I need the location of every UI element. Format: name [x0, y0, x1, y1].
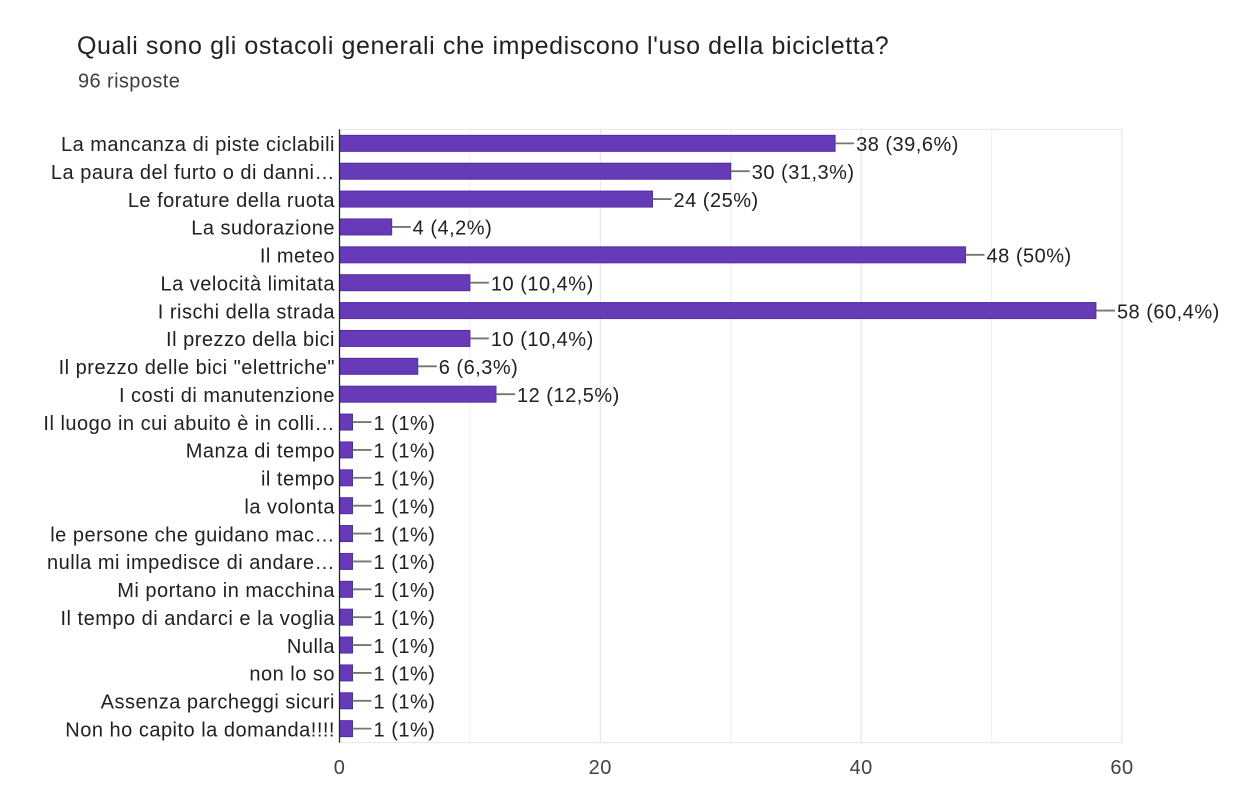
svg-text:24 (25%): 24 (25%) [674, 190, 759, 212]
svg-text:I costi di manutenzione: I costi di manutenzione [119, 385, 335, 407]
svg-text:La mancanza di piste ciclabili: La mancanza di piste ciclabili [61, 134, 335, 156]
svg-text:Non ho capito la domanda!!!!: Non ho capito la domanda!!!! [65, 719, 335, 741]
svg-text:96 risposte: 96 risposte [78, 71, 180, 93]
svg-text:40: 40 [850, 757, 873, 779]
svg-text:Il prezzo della bici: Il prezzo della bici [166, 329, 335, 351]
svg-text:Il luogo in cui abuito è in co: Il luogo in cui abuito è in colli… [43, 413, 335, 435]
svg-text:Il meteo: Il meteo [260, 246, 335, 268]
svg-text:0: 0 [334, 757, 346, 779]
svg-text:La velocità limitata: La velocità limitata [160, 273, 335, 295]
svg-text:Le forature della ruota: Le forature della ruota [128, 190, 336, 212]
svg-text:60: 60 [1110, 757, 1133, 779]
svg-text:1 (1%): 1 (1%) [374, 636, 436, 658]
svg-text:1 (1%): 1 (1%) [374, 524, 436, 546]
svg-text:Il prezzo delle bici "elettric: Il prezzo delle bici "elettriche" [59, 357, 335, 379]
svg-text:nulla mi impedisce di andare…: nulla mi impedisce di andare… [47, 552, 335, 574]
svg-text:la volonta: la volonta [244, 496, 335, 518]
svg-text:10 (10,4%): 10 (10,4%) [491, 329, 594, 351]
svg-text:Nulla: Nulla [287, 636, 335, 658]
svg-text:La paura del furto o di danni…: La paura del furto o di danni… [51, 162, 335, 184]
svg-text:4 (4,2%): 4 (4,2%) [413, 218, 493, 240]
svg-text:1 (1%): 1 (1%) [374, 413, 436, 435]
svg-text:1 (1%): 1 (1%) [374, 552, 436, 574]
svg-text:Mi portano in macchina: Mi portano in macchina [117, 580, 335, 602]
svg-text:10 (10,4%): 10 (10,4%) [491, 273, 594, 295]
svg-text:1 (1%): 1 (1%) [374, 691, 436, 713]
svg-text:1 (1%): 1 (1%) [374, 608, 436, 630]
svg-text:6 (6,3%): 6 (6,3%) [439, 357, 519, 379]
svg-text:il tempo: il tempo [261, 469, 335, 491]
svg-text:Il tempo di andarci e la vogli: Il tempo di andarci e la voglia [60, 608, 335, 630]
svg-text:38 (39,6%): 38 (39,6%) [856, 134, 959, 156]
svg-text:non lo so: non lo so [249, 664, 335, 686]
svg-text:La sudorazione: La sudorazione [191, 218, 335, 240]
svg-text:1 (1%): 1 (1%) [374, 496, 436, 518]
svg-text:1 (1%): 1 (1%) [374, 664, 436, 686]
svg-text:20: 20 [589, 757, 612, 779]
svg-text:48 (50%): 48 (50%) [987, 246, 1072, 268]
svg-text:1 (1%): 1 (1%) [374, 719, 436, 741]
svg-text:1 (1%): 1 (1%) [374, 441, 436, 463]
svg-text:Quali sono gli ostacoli genera: Quali sono gli ostacoli generali che imp… [77, 32, 889, 60]
svg-text:I rischi della strada: I rischi della strada [158, 301, 336, 323]
svg-text:30 (31,3%): 30 (31,3%) [752, 162, 855, 184]
svg-text:1 (1%): 1 (1%) [374, 580, 436, 602]
svg-text:le persone che guidano mac…: le persone che guidano mac… [50, 524, 335, 546]
svg-text:Assenza parcheggi sicuri: Assenza parcheggi sicuri [101, 691, 335, 713]
svg-text:58 (60,4%): 58 (60,4%) [1117, 301, 1220, 323]
svg-text:1 (1%): 1 (1%) [374, 469, 436, 491]
svg-text:12 (12,5%): 12 (12,5%) [517, 385, 620, 407]
svg-text:Manza di tempo: Manza di tempo [186, 441, 335, 463]
